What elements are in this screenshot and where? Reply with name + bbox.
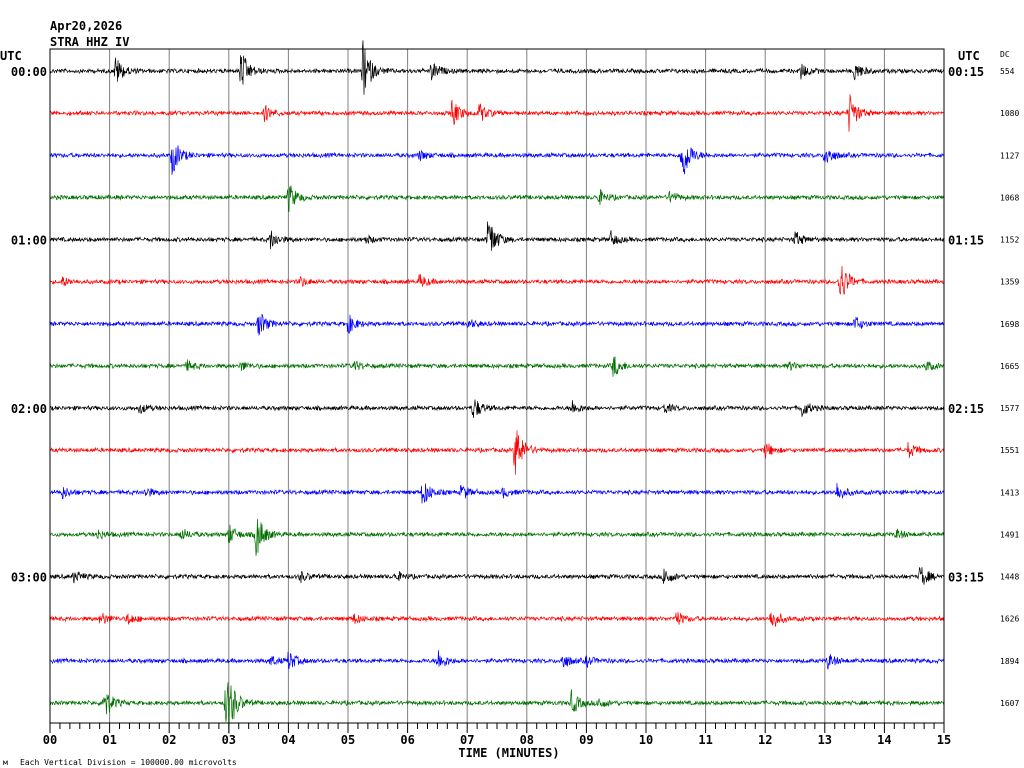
dc-header: DC xyxy=(1000,50,1010,59)
trace-line xyxy=(49,266,945,295)
trace-line xyxy=(49,650,945,670)
right-time-label: 03:15 xyxy=(948,571,984,585)
x-tick-label: 12 xyxy=(758,733,772,747)
dc-value: 1359 xyxy=(1000,278,1019,287)
dc-value: 1491 xyxy=(1000,530,1019,539)
trace-line xyxy=(49,145,945,175)
trace-line xyxy=(49,682,945,734)
chart-date: Apr20,2026 xyxy=(50,19,122,33)
x-tick-label: 07 xyxy=(460,733,474,747)
footer-scale: Each Vertical Division = 100000.00 micro… xyxy=(20,758,237,767)
trace-line xyxy=(49,399,945,418)
trace-line xyxy=(49,185,945,213)
x-axis-label: TIME (MINUTES) xyxy=(458,746,559,760)
trace-line xyxy=(49,356,945,377)
dc-value: 1068 xyxy=(1000,193,1019,202)
dc-value: 1577 xyxy=(1000,404,1019,413)
left-tz-label: UTC xyxy=(0,49,22,63)
trace-line xyxy=(49,221,945,251)
dc-value: 1080 xyxy=(1000,109,1019,118)
x-tick-label: 13 xyxy=(818,733,832,747)
left-time-label: 01:00 xyxy=(11,234,47,248)
footer-mark: м xyxy=(3,758,8,767)
dc-value: 1551 xyxy=(1000,446,1019,455)
trace-line xyxy=(49,313,945,336)
trace-line xyxy=(49,567,945,585)
trace-line xyxy=(50,518,945,556)
trace-line xyxy=(49,40,945,95)
right-tz-label: UTC xyxy=(958,49,980,63)
x-tick-label: 14 xyxy=(877,733,891,747)
x-tick-label: 02 xyxy=(162,733,176,747)
dc-value: 1413 xyxy=(1000,488,1019,497)
chart-station: STRA HHZ IV xyxy=(50,35,129,49)
dc-value: 1448 xyxy=(1000,573,1019,582)
trace-line xyxy=(49,430,944,475)
x-tick-label: 03 xyxy=(222,733,236,747)
trace-line xyxy=(49,94,945,132)
x-axis: 00 01 02 03 04 05 06 07 08 09 10 11 12 13 14 15 xyxy=(43,723,951,747)
x-tick-label: 04 xyxy=(281,733,295,747)
x-tick-label: 15 xyxy=(937,733,951,747)
dc-value: 1607 xyxy=(1000,699,1019,708)
dc-value: 554 xyxy=(1000,67,1015,76)
plot-frame xyxy=(49,48,945,724)
x-tick-label: 10 xyxy=(639,733,653,747)
right-time-label: 00:15 xyxy=(948,65,984,79)
dc-value: 1626 xyxy=(1000,615,1019,624)
x-tick-label: 06 xyxy=(400,733,414,747)
left-time-label: 00:00 xyxy=(11,65,47,79)
minute-gridlines xyxy=(109,49,885,723)
x-tick-label: 09 xyxy=(579,733,593,747)
x-tick-label: 08 xyxy=(520,733,534,747)
trace-line xyxy=(49,483,945,504)
left-time-label: 02:00 xyxy=(11,402,47,416)
x-tick-label: 05 xyxy=(341,733,355,747)
dc-value: 1698 xyxy=(1000,320,1019,329)
row-labels: 554 00:00 00:15 1080 1127 1068 1152 01:00 01:15 1… xyxy=(11,65,1020,708)
seismic-traces xyxy=(49,40,945,734)
trace-line xyxy=(49,612,945,627)
dc-value: 1665 xyxy=(1000,362,1019,371)
right-time-label: 02:15 xyxy=(948,402,984,416)
x-tick-label: 00 xyxy=(43,733,57,747)
right-time-label: 01:15 xyxy=(948,234,984,248)
dc-value: 1894 xyxy=(1000,657,1019,666)
x-tick-label: 01 xyxy=(102,733,116,747)
dc-value: 1127 xyxy=(1000,151,1019,160)
left-time-label: 03:00 xyxy=(11,571,47,585)
dc-value: 1152 xyxy=(1000,236,1019,245)
x-tick-label: 11 xyxy=(698,733,712,747)
